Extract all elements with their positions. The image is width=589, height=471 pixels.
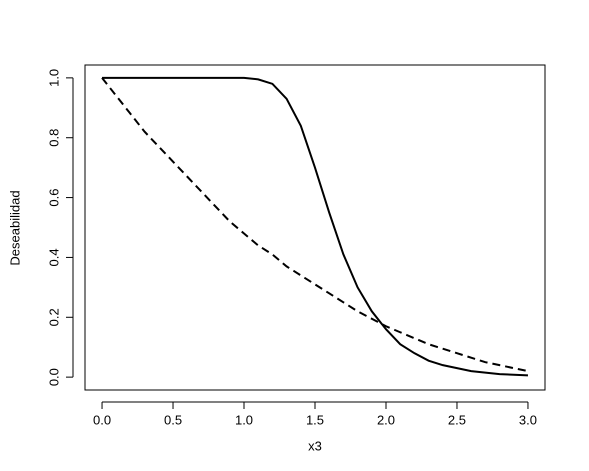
y-tick-label: 0.0	[46, 368, 61, 386]
line-series	[102, 76, 529, 377]
x-tick-label: 2.5	[448, 412, 466, 427]
x-tick-label: 0.0	[93, 412, 111, 427]
y-tick-label: 0.2	[46, 308, 61, 326]
x-tick-label: 2.0	[377, 412, 395, 427]
y-tick-label: 0.4	[46, 248, 61, 266]
y-tick-label: 0.6	[46, 189, 61, 207]
x-tick-label: 1.0	[235, 412, 253, 427]
x-tick-label: 1.5	[306, 412, 324, 427]
y-axis-label: Deseabilidad	[7, 190, 22, 265]
y-tick-label: 0.8	[46, 129, 61, 147]
line-series	[101, 77, 529, 373]
x-tick-label: 3.0	[519, 412, 537, 427]
x-tick-label: 0.5	[164, 412, 182, 427]
x-axis-label: x3	[308, 438, 322, 453]
plot-box	[84, 64, 546, 391]
y-tick-label: 1.0	[46, 69, 61, 87]
